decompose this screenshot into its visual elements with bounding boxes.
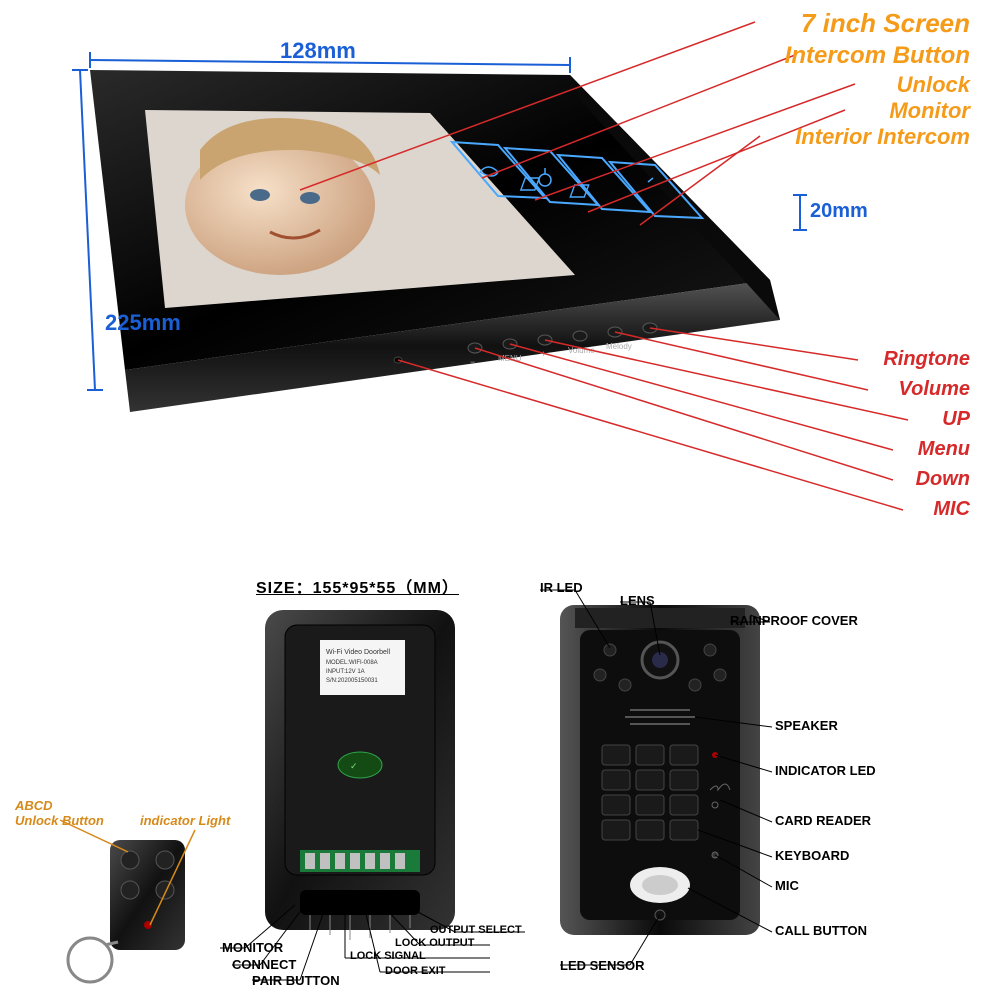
cl-irled: IR LED <box>540 580 583 595</box>
label-mic: MIC <box>933 498 970 521</box>
cl-call: CALL BUTTON <box>775 923 867 938</box>
label-screen: 7 inch Screen <box>801 8 970 39</box>
svg-text:−: − <box>470 357 475 367</box>
svg-text:✓: ✓ <box>350 761 358 771</box>
label-up: UP <box>942 408 970 431</box>
cl-keybrd: KEYBOARD <box>775 848 849 863</box>
cl-speaker: SPEAKER <box>775 718 838 733</box>
cl-lockout: LOCK OUTPUT <box>395 937 474 949</box>
cl-connect: CONNECT <box>232 957 296 972</box>
label-monitor: Monitor <box>889 98 970 124</box>
cl-doorexit: DOOR EXIT <box>385 965 446 977</box>
svg-text:Melody: Melody <box>606 342 632 351</box>
label-intercom-btn: Intercom Button <box>785 42 970 70</box>
remote-abcd: ABCD <box>15 798 53 813</box>
label-volume: Volume <box>899 378 971 401</box>
monitor-diagram: − MENU + Volume Melody 128mm 225mm 20mm … <box>0 0 1000 540</box>
label-unlock: Unlock <box>897 72 970 98</box>
svg-text:INPUT:12V 1A: INPUT:12V 1A <box>326 669 365 675</box>
remote-unlock: Unlock Button <box>15 813 104 828</box>
size-text: SIZE：155*95*55（MM） <box>250 572 465 600</box>
cl-ledsens: LED SENSOR <box>560 958 645 973</box>
svg-text:MODEL:WIFI-008A: MODEL:WIFI-008A <box>326 660 378 666</box>
cl-lens: LENS <box>620 593 655 608</box>
cl-card: CARD READER <box>775 813 871 828</box>
svg-text:S/N:202005150031: S/N:202005150031 <box>326 678 378 684</box>
label-down: Down <box>916 468 970 491</box>
svg-text:Wi-Fi Video Doorbell: Wi-Fi Video Doorbell <box>326 649 391 656</box>
monitor-svg: − MENU + Volume Melody <box>0 0 1000 540</box>
cl-locksig: LOCK SIGNAL <box>350 950 426 962</box>
label-ringtone: Ringtone <box>883 348 970 371</box>
cl-outsel: OUTPUT SELECT <box>430 924 522 936</box>
label-menu: Menu <box>918 438 970 461</box>
cl-mic2: MIC <box>775 878 799 893</box>
dim-right: 20mm <box>810 200 868 223</box>
label-interior: Interior Intercom <box>795 124 970 150</box>
dim-top: 128mm <box>280 38 356 64</box>
cl-pair: PAIR BUTTON <box>252 973 340 988</box>
outdoor-unit-diagram: Wi-Fi Video Doorbell MODEL:WIFI-008A INP… <box>0 560 1000 1000</box>
remote-indicator: indicator Light <box>140 813 230 828</box>
cl-monitor: MONITOR <box>222 940 283 955</box>
cl-rain: RAINPROOF COVER <box>730 613 858 628</box>
dim-left: 225mm <box>105 310 181 336</box>
cl-indled: INDICATOR LED <box>775 763 876 778</box>
